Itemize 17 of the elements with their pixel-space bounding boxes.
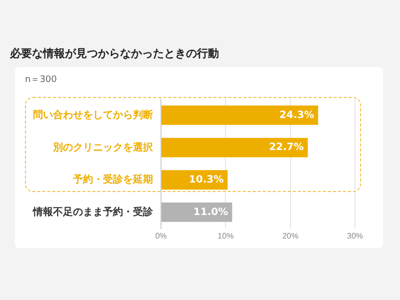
- y-tick-label: 予約・受診を延期: [72, 174, 153, 186]
- chart-title: 必要な情報が見つからなかったときの行動: [10, 46, 219, 61]
- y-tick-label: 情報不足のまま予約・受診: [32, 206, 154, 218]
- y-tick-label: 問い合わせをしてから判断: [33, 108, 153, 121]
- x-tick-label: 30%: [346, 231, 364, 240]
- y-tick-label: 別のクリニックを選択: [52, 141, 154, 154]
- x-tick-label: 10%: [218, 231, 234, 240]
- x-tick-label: 20%: [282, 231, 298, 240]
- bar: [162, 138, 308, 158]
- text: n＝300: [25, 74, 57, 86]
- data-label: 10.3%: [188, 174, 224, 186]
- data-label: 11.0%: [193, 206, 228, 218]
- x-tick-label: 0%: [155, 231, 167, 240]
- data-label: 24.3%: [279, 110, 314, 121]
- bar: [162, 105, 318, 125]
- data-label: 22.7%: [269, 142, 304, 154]
- bar: [162, 202, 232, 222]
